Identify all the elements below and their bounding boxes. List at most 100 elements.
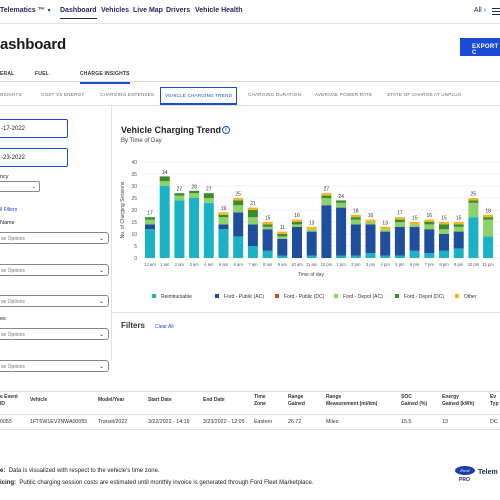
subtab-vehicle-charging-trend[interactable]: VEHICLE CHARGING TREND — [160, 87, 238, 105]
subtab-average-power-rate[interactable]: AVERAGE POWER RATE — [315, 92, 373, 97]
bar-segment — [336, 202, 347, 208]
bar-segment — [247, 246, 258, 258]
footer-brand: Telem — [478, 469, 498, 476]
subtab-cost-vs-energy[interactable]: COST VS ENERGY — [41, 92, 85, 97]
x-tick-label: 2 pm — [351, 262, 361, 267]
legend-swatch — [215, 294, 219, 298]
x-tick-label: 4 pm — [381, 262, 391, 267]
bar-segment — [292, 219, 302, 222]
chevron-down-icon: ⌄ — [98, 236, 104, 242]
col-range-gained[interactable]: Range Gained — [288, 394, 305, 407]
filter-select-3[interactable]: se Options ⌄ — [0, 295, 109, 307]
col-event-type[interactable]: Ev Typ — [490, 394, 499, 407]
x-axis-label: Time of day — [298, 272, 324, 278]
filter-select-5[interactable]: se Options ⌄ — [0, 360, 109, 372]
data-label: 27 — [324, 187, 330, 193]
name-select[interactable]: se Options ⌄ — [0, 232, 109, 244]
bar-segment — [468, 202, 479, 218]
tab-fuel[interactable]: FUEL — [35, 71, 49, 77]
y-tick-label: 15 — [131, 220, 137, 226]
legend-label: Reimbursable — [161, 294, 192, 300]
bar-segment — [262, 250, 273, 258]
menu-icon[interactable] — [492, 8, 500, 17]
bar-segment — [424, 224, 435, 230]
clear-all-link[interactable]: Clear All — [155, 324, 174, 330]
table-row[interactable]: 0055 1FT6W1EV2NWA00055 Transit/2022 3/22… — [0, 416, 500, 430]
bar-segment — [321, 198, 332, 206]
filter-panel: -17-2022 -23-2022 ncy ⌄ ll Filters Name … — [0, 106, 112, 372]
bar-segment — [203, 198, 214, 203]
cell-start-date: 3/22/2022 - 14:19 — [148, 419, 190, 425]
x-tick-label: 1 am — [160, 262, 170, 267]
brand-menu[interactable]: Telematics ™ ▼ — [0, 7, 52, 14]
bar-segment — [218, 214, 229, 218]
nav-dashboard[interactable]: Dashboard — [60, 7, 97, 19]
bar-segment — [292, 226, 302, 258]
end-date-input[interactable]: -23-2022 — [0, 148, 68, 167]
subtab-charging-duration[interactable]: CHARGING DURATION — [248, 92, 302, 97]
bar-segment — [262, 226, 273, 230]
bar-segment — [174, 193, 185, 196]
col-start-date[interactable]: Start Date — [148, 397, 172, 403]
tab-charge-insights[interactable]: CHARGE INSIGHTS — [80, 71, 130, 84]
bar-segment — [233, 205, 244, 213]
cell-model-year: Transit/2022 — [98, 419, 128, 425]
legend-swatch — [455, 294, 459, 298]
chevron-down-icon: ⌄ — [31, 184, 36, 190]
chevron-right-icon: › — [483, 7, 486, 14]
nav-drivers[interactable]: Drivers — [166, 7, 191, 14]
col-vehicle[interactable]: Vehicle — [30, 397, 48, 403]
subtab-state-of-charge[interactable]: STATE OF CHARGE AT UNPLUG — [387, 92, 462, 97]
subtab-insights[interactable]: NSIGHTS — [0, 92, 22, 97]
col-event-id[interactable]: e Event ID — [0, 394, 18, 407]
x-tick-label: 7 am — [248, 262, 258, 267]
col-time-zone[interactable]: Time Zone — [254, 394, 266, 407]
tab-general[interactable]: ERAL — [0, 71, 15, 77]
col-model-year[interactable]: Model/Year — [98, 397, 125, 403]
bar-segment — [483, 217, 494, 220]
data-label: 15 — [265, 216, 271, 222]
data-label: 16 — [294, 213, 300, 219]
x-tick-label: 10 pm — [468, 262, 480, 267]
brand-label: Telematics ™ — [0, 7, 45, 14]
bar-segment — [145, 219, 155, 225]
ford-logo: Ford — [455, 466, 475, 475]
bar-segment — [292, 222, 302, 225]
col-energy-gained[interactable]: Energy Gained (kWh) — [442, 394, 475, 407]
data-label: 27 — [206, 187, 212, 193]
col-range-measurement[interactable]: Range Measurement (mi/km) — [326, 394, 378, 407]
data-label: 19 — [221, 206, 227, 212]
filter-select-4[interactable]: se Options ⌄ — [0, 328, 109, 340]
nav-live-map[interactable]: Live Map — [133, 7, 163, 14]
bar-segment — [233, 198, 244, 201]
bar-segment — [380, 255, 391, 258]
legend-label: Ford - Depot (AC) — [343, 294, 383, 300]
nav-vehicle-health[interactable]: Vehicle Health — [195, 7, 243, 14]
x-tick-label: 7 pm — [425, 262, 435, 267]
select-placeholder: se Options — [1, 236, 25, 242]
export-button[interactable]: EXPORT C — [460, 38, 500, 56]
all-selector[interactable]: All › — [474, 7, 486, 14]
bar-segment — [394, 222, 405, 227]
cell-time-zone: Eastern — [254, 419, 273, 425]
filter-select-2[interactable]: se Options ⌄ — [0, 264, 109, 276]
bar-segment — [424, 253, 435, 258]
bar-segment — [262, 229, 273, 251]
data-label: 11 — [280, 225, 285, 231]
bar-segment — [247, 207, 258, 210]
start-date-input[interactable]: -17-2022 — [0, 119, 68, 138]
cell-end-date: 3/23/2022 - 12:05 — [203, 419, 245, 425]
data-label: 17 — [147, 211, 153, 217]
subtab-charging-expenses[interactable]: CHARGING EXPENSES — [100, 92, 155, 97]
divider — [112, 312, 500, 313]
nav-vehicles[interactable]: Vehicles — [101, 7, 130, 14]
data-label: 15 — [456, 216, 462, 222]
all-filters-link[interactable]: ll Filters — [0, 207, 18, 213]
info-icon[interactable]: i — [222, 126, 230, 134]
x-tick-label: 10 am — [291, 262, 303, 267]
col-end-date[interactable]: End Date — [203, 397, 225, 403]
col-soc-gained[interactable]: SOC Gained (%) — [401, 394, 428, 407]
frequency-select[interactable]: ⌄ — [0, 181, 40, 192]
bar-segment — [380, 229, 391, 232]
bar-segment — [145, 224, 155, 230]
